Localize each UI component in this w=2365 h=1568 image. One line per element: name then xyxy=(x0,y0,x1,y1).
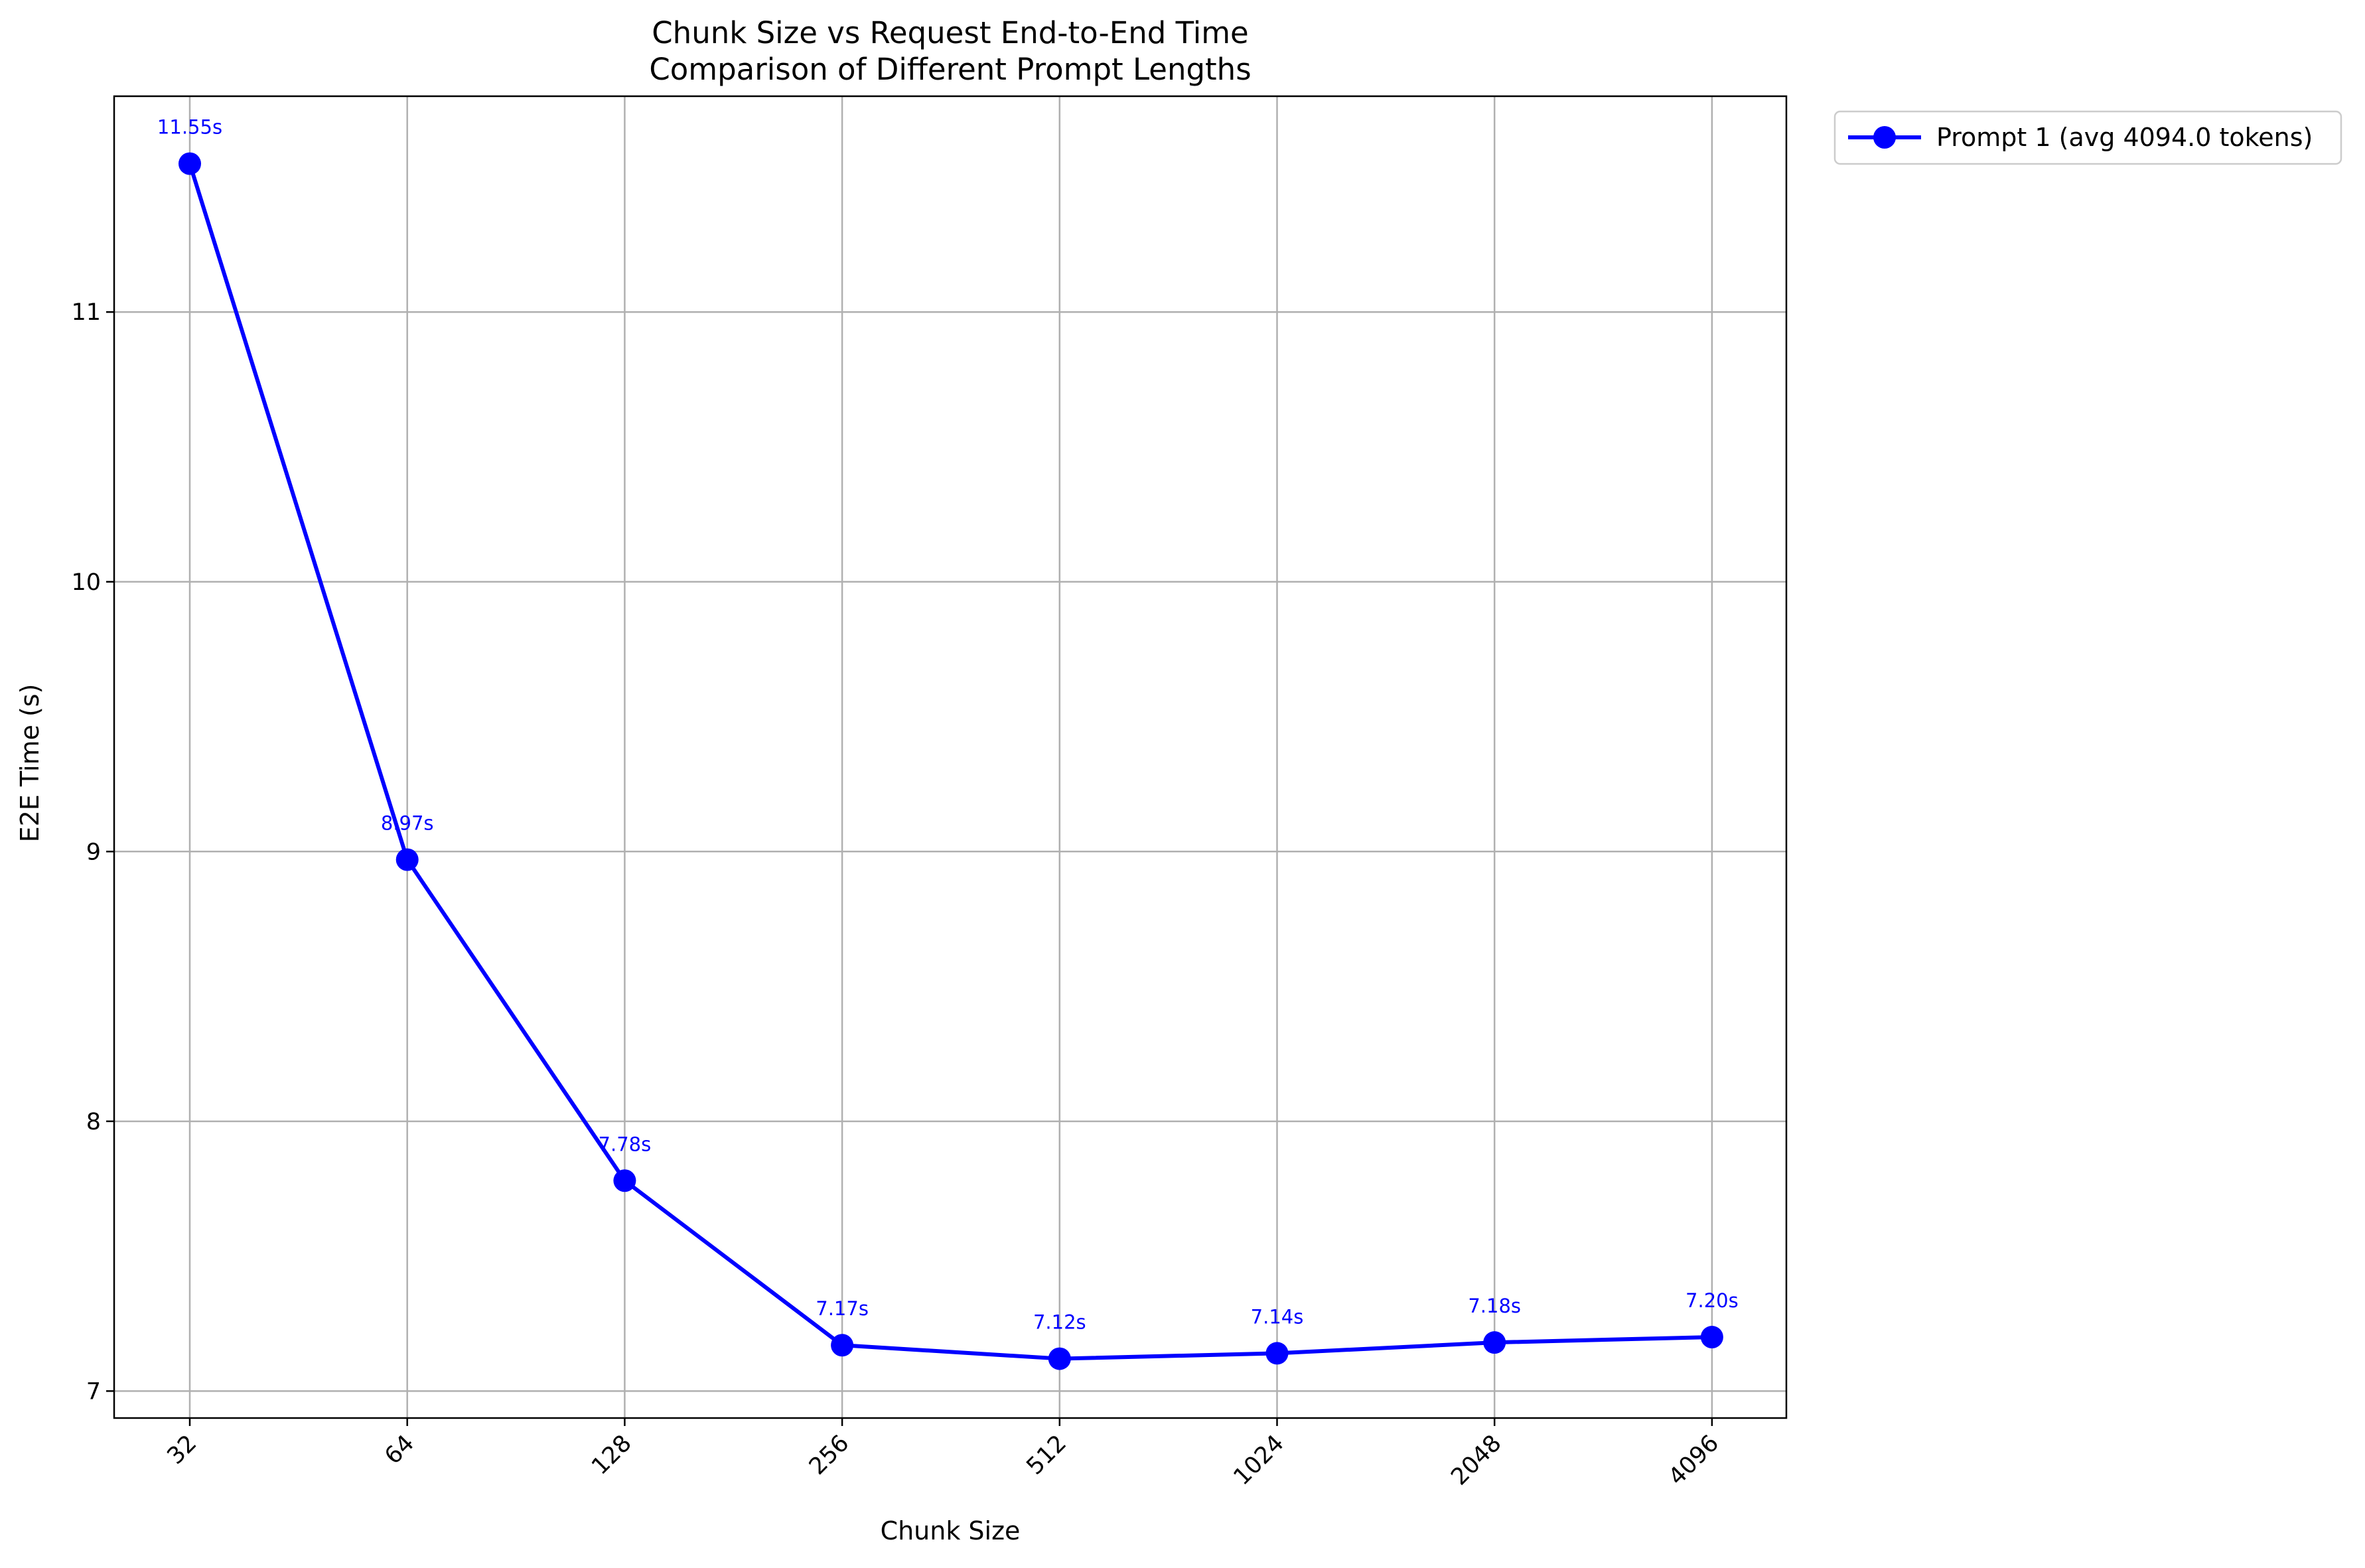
x-axis-label: Chunk Size xyxy=(881,1516,1021,1545)
data-label: 7.17s xyxy=(816,1297,869,1320)
series xyxy=(179,152,1723,1370)
y-axis-label: E2E Time (s) xyxy=(15,684,44,843)
legend-series-label: Prompt 1 (avg 4094.0 tokens) xyxy=(1936,123,2313,152)
data-label: 7.12s xyxy=(1033,1311,1086,1334)
data-labels: 11.55s 8.97s 7.78s 7.17s 7.12s 7.14s 7.18s 7.20… xyxy=(157,116,1739,1334)
data-point xyxy=(1700,1326,1723,1349)
y-tick-label: 8 xyxy=(86,1109,101,1135)
data-label: 7.20s xyxy=(1685,1289,1739,1312)
y-tick-label: 11 xyxy=(71,299,101,326)
chart-subtitle: Comparison of Different Prompt Lengths xyxy=(649,52,1251,87)
y-tick-label: 9 xyxy=(86,839,101,865)
data-point xyxy=(179,152,201,175)
data-point xyxy=(831,1334,854,1357)
legend: Prompt 1 (avg 4094.0 tokens) xyxy=(1833,110,2342,165)
data-point xyxy=(1483,1331,1506,1354)
data-point xyxy=(613,1169,636,1192)
data-label: 11.55s xyxy=(157,116,222,139)
series-line xyxy=(188,163,1712,1361)
grid xyxy=(114,96,1786,1418)
legend-box xyxy=(1833,110,2342,165)
y-tick-label: 7 xyxy=(86,1378,101,1405)
data-label: 7.78s xyxy=(599,1133,652,1155)
chart-title: Chunk Size vs Request End-to-End Time xyxy=(652,15,1248,50)
y-tick-label: 10 xyxy=(71,569,101,596)
data-point xyxy=(395,848,419,871)
plot-frame xyxy=(113,95,1788,1419)
data-label: 7.14s xyxy=(1251,1305,1304,1328)
data-point xyxy=(1048,1347,1071,1370)
data-point xyxy=(1265,1342,1289,1365)
data-label: 8.97s xyxy=(381,812,434,834)
legend-marker-icon xyxy=(1873,126,1896,149)
data-label: 7.18s xyxy=(1468,1295,1521,1317)
